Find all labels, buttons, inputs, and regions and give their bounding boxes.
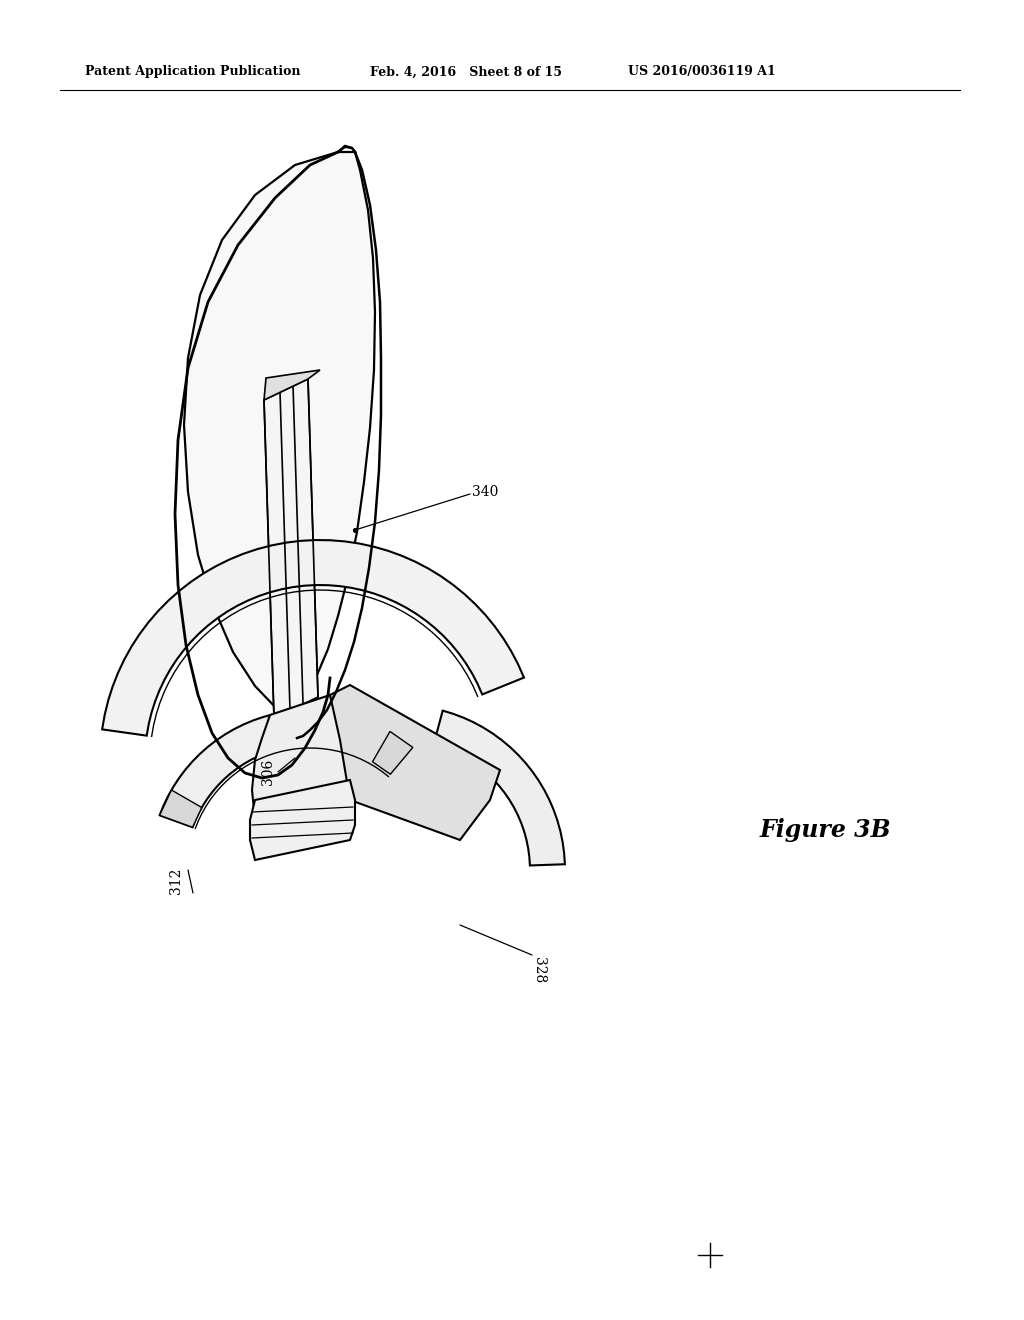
Text: Figure 3B: Figure 3B (760, 818, 892, 842)
Polygon shape (330, 685, 500, 840)
Text: US 2016/0036119 A1: US 2016/0036119 A1 (628, 66, 776, 78)
Polygon shape (102, 540, 524, 735)
Polygon shape (252, 696, 355, 840)
Text: 306: 306 (261, 759, 275, 785)
Text: 312: 312 (169, 869, 183, 895)
Polygon shape (433, 710, 565, 866)
Text: Feb. 4, 2016   Sheet 8 of 15: Feb. 4, 2016 Sheet 8 of 15 (370, 66, 562, 78)
Polygon shape (264, 370, 319, 400)
Polygon shape (160, 710, 413, 828)
Polygon shape (184, 152, 375, 737)
Text: 328: 328 (532, 957, 546, 983)
Polygon shape (264, 379, 318, 718)
Polygon shape (160, 789, 202, 828)
Polygon shape (373, 731, 413, 775)
Polygon shape (250, 780, 355, 861)
Text: Patent Application Publication: Patent Application Publication (85, 66, 300, 78)
Text: 340: 340 (472, 484, 499, 499)
